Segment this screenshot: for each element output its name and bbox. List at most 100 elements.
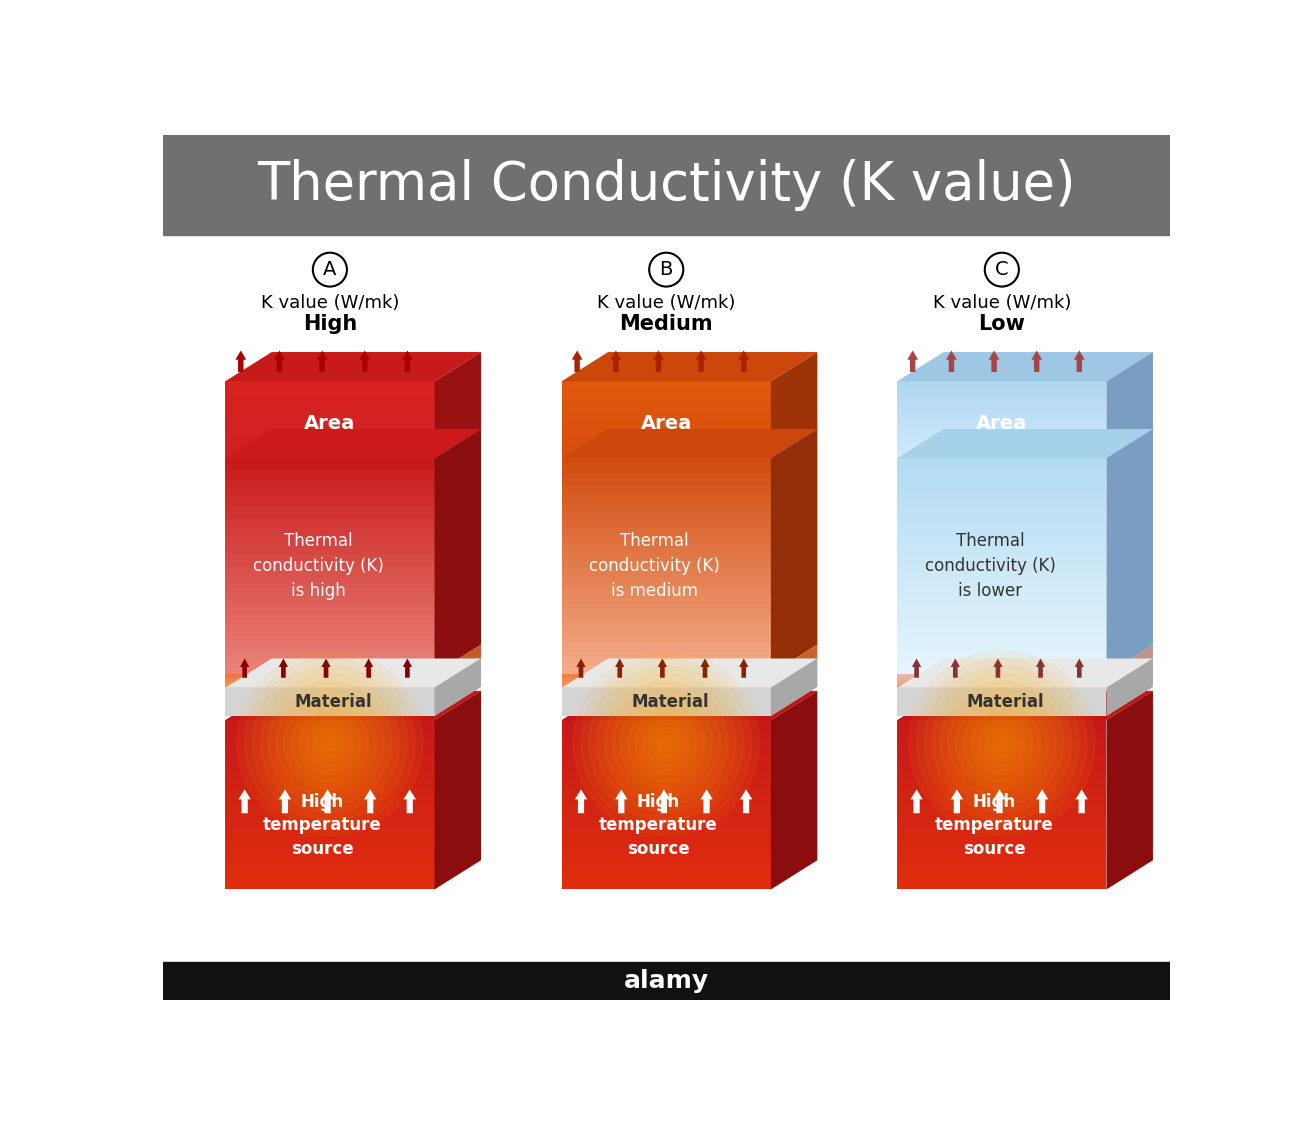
Text: Area: Area — [641, 414, 692, 433]
Polygon shape — [897, 851, 1106, 855]
Polygon shape — [897, 414, 1106, 416]
Circle shape — [940, 681, 1063, 805]
Polygon shape — [897, 750, 1106, 754]
Polygon shape — [897, 839, 1106, 843]
Polygon shape — [897, 834, 1106, 839]
Polygon shape — [225, 496, 434, 501]
Polygon shape — [225, 831, 434, 834]
Polygon shape — [562, 424, 771, 426]
Polygon shape — [562, 582, 771, 588]
Polygon shape — [897, 566, 1106, 571]
Polygon shape — [225, 771, 434, 776]
Circle shape — [604, 681, 728, 805]
Polygon shape — [897, 392, 1106, 395]
Polygon shape — [771, 645, 818, 688]
Polygon shape — [562, 577, 771, 582]
Polygon shape — [897, 426, 1106, 427]
Polygon shape — [225, 788, 434, 792]
Polygon shape — [562, 702, 771, 716]
Polygon shape — [225, 822, 434, 826]
Polygon shape — [897, 448, 1106, 451]
Polygon shape — [897, 702, 1106, 716]
Polygon shape — [225, 399, 434, 400]
Polygon shape — [897, 416, 1106, 418]
Polygon shape — [225, 733, 434, 737]
Polygon shape — [562, 809, 771, 814]
Polygon shape — [897, 432, 1106, 433]
Polygon shape — [225, 872, 434, 877]
Polygon shape — [562, 486, 771, 490]
Polygon shape — [562, 886, 771, 889]
Polygon shape — [897, 418, 1106, 419]
Polygon shape — [576, 659, 586, 678]
Polygon shape — [225, 400, 434, 402]
Polygon shape — [562, 877, 771, 881]
Text: alamy: alamy — [624, 969, 709, 994]
Circle shape — [963, 705, 1040, 781]
Polygon shape — [562, 776, 771, 779]
Circle shape — [932, 674, 1071, 813]
Polygon shape — [225, 501, 434, 507]
Polygon shape — [988, 351, 1000, 372]
Polygon shape — [562, 687, 771, 688]
Polygon shape — [225, 389, 434, 391]
Polygon shape — [225, 540, 434, 544]
Polygon shape — [434, 429, 481, 674]
Polygon shape — [562, 800, 771, 805]
Polygon shape — [225, 424, 434, 426]
Polygon shape — [897, 792, 1106, 796]
Polygon shape — [562, 464, 771, 469]
Polygon shape — [562, 872, 771, 877]
Polygon shape — [897, 783, 1106, 788]
Polygon shape — [225, 750, 434, 754]
Polygon shape — [897, 720, 1106, 724]
Polygon shape — [225, 647, 434, 652]
Polygon shape — [225, 800, 434, 805]
Polygon shape — [738, 351, 749, 372]
Polygon shape — [562, 724, 771, 728]
Polygon shape — [562, 429, 818, 459]
Polygon shape — [897, 424, 1106, 426]
Polygon shape — [1074, 351, 1084, 372]
Text: C: C — [994, 260, 1009, 279]
Circle shape — [909, 651, 1095, 835]
Polygon shape — [897, 410, 1106, 413]
Polygon shape — [897, 685, 1106, 687]
Polygon shape — [225, 809, 434, 814]
Polygon shape — [225, 426, 434, 427]
Polygon shape — [225, 745, 434, 750]
Polygon shape — [225, 826, 434, 831]
Circle shape — [612, 689, 720, 797]
Polygon shape — [897, 663, 1106, 669]
Polygon shape — [562, 405, 771, 406]
Polygon shape — [562, 528, 771, 534]
Polygon shape — [897, 507, 1106, 513]
Polygon shape — [897, 439, 1106, 441]
Polygon shape — [897, 459, 1106, 464]
Polygon shape — [225, 881, 434, 886]
Polygon shape — [225, 391, 434, 392]
Polygon shape — [225, 561, 434, 566]
Polygon shape — [225, 659, 481, 688]
Polygon shape — [225, 741, 434, 745]
Polygon shape — [897, 523, 1106, 528]
Polygon shape — [434, 659, 481, 716]
Polygon shape — [897, 433, 1106, 435]
Polygon shape — [278, 659, 289, 678]
Polygon shape — [897, 881, 1106, 886]
Polygon shape — [225, 817, 434, 822]
Polygon shape — [225, 427, 434, 429]
Polygon shape — [225, 443, 434, 445]
Polygon shape — [562, 446, 771, 448]
Polygon shape — [238, 789, 251, 814]
Polygon shape — [562, 754, 771, 759]
Polygon shape — [950, 789, 963, 814]
Polygon shape — [225, 517, 434, 523]
Polygon shape — [562, 490, 771, 496]
Polygon shape — [562, 456, 771, 459]
Polygon shape — [562, 474, 771, 480]
Polygon shape — [897, 754, 1106, 759]
Polygon shape — [562, 669, 771, 674]
Polygon shape — [897, 691, 1153, 720]
Polygon shape — [897, 413, 1106, 414]
